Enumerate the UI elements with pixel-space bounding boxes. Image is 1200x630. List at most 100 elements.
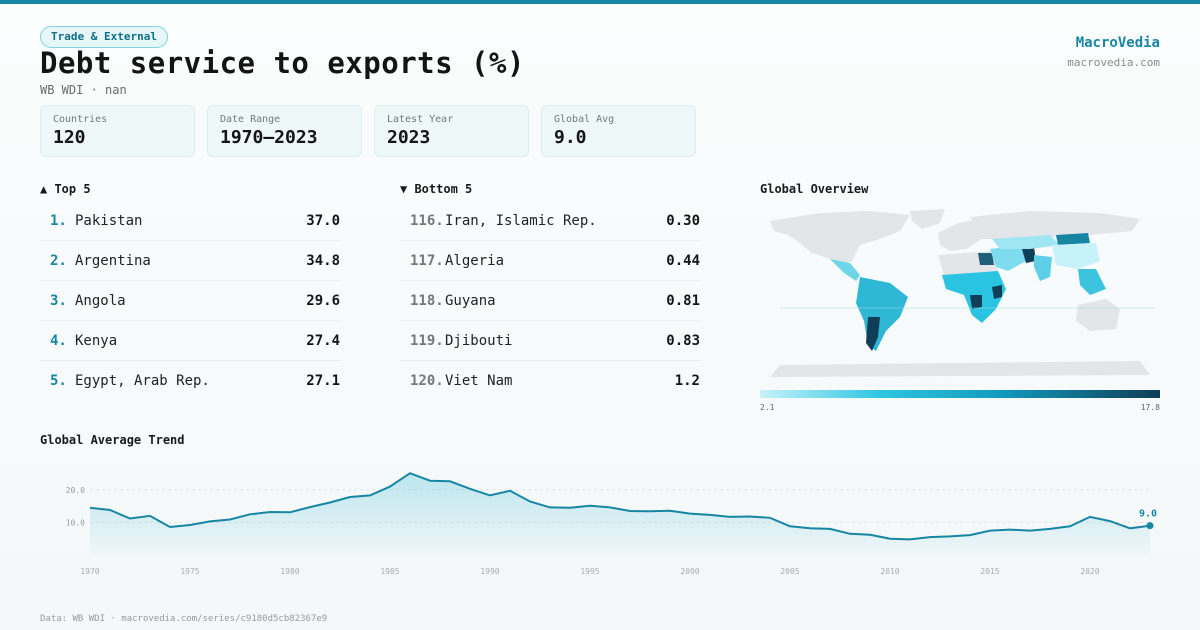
south-asia-shape[interactable] xyxy=(1034,255,1052,281)
x-tick-label: 1975 xyxy=(180,567,199,576)
country-name: Djibouti xyxy=(445,332,513,349)
country-value: 0.83 xyxy=(666,332,700,349)
antarctica-shape[interactable] xyxy=(770,361,1150,377)
country-value: 0.81 xyxy=(666,292,700,309)
country-value: 37.0 xyxy=(306,212,340,229)
list-item[interactable]: 4. Kenya 27.4 xyxy=(40,321,340,361)
stat-value: 2023 xyxy=(387,127,431,148)
country-value: 27.4 xyxy=(306,332,340,349)
trend-heading: Global Average Trend xyxy=(40,433,185,447)
trend-line xyxy=(89,472,1151,541)
x-tick-label: 2005 xyxy=(780,567,799,576)
country-value: 27.1 xyxy=(306,373,340,389)
central-america-shape[interactable] xyxy=(830,259,860,281)
stat-card-global-avg: Global Avg 9.0 xyxy=(541,105,696,157)
china-shape[interactable] xyxy=(1052,243,1100,269)
rank-number: 4. xyxy=(50,332,67,349)
australia-shape[interactable] xyxy=(1076,299,1120,331)
x-tick-label: 1970 xyxy=(80,567,99,576)
stats-row: Countries 120 Date Range 1970–2023 Lates… xyxy=(40,105,696,157)
bottom5-heading: ▼ Bottom 5 xyxy=(400,182,473,196)
russia-shape[interactable] xyxy=(970,211,1140,239)
category-badge[interactable]: Trade & External xyxy=(40,26,168,48)
country-name: Iran, Islamic Rep. xyxy=(445,212,597,229)
country-name: Argentina xyxy=(75,252,151,269)
list-item[interactable]: 2. Argentina 34.8 xyxy=(40,241,340,281)
x-tick-label: 2020 xyxy=(1080,567,1099,576)
x-tick-label: 2015 xyxy=(980,567,999,576)
angola-shape[interactable] xyxy=(970,295,982,309)
rank-number: 120. xyxy=(410,373,444,389)
kenya-shape[interactable] xyxy=(992,285,1002,299)
trend-end-point[interactable] xyxy=(1146,522,1154,530)
list-item[interactable]: 3. Angola 29.6 xyxy=(40,281,340,321)
list-item[interactable]: 120. Viet Nam 1.2 xyxy=(400,361,700,401)
color-scale-bar xyxy=(760,390,1160,398)
top-accent-bar xyxy=(0,0,1200,4)
x-tick-label: 1990 xyxy=(480,567,499,576)
stat-card-countries: Countries 120 xyxy=(40,105,195,157)
rank-number: 118. xyxy=(410,292,444,309)
scale-max-label: 17.8 xyxy=(1140,403,1160,412)
list-item[interactable]: 118. Guyana 0.81 xyxy=(400,281,700,321)
list-item[interactable]: 116. Iran, Islamic Rep. 0.30 xyxy=(400,201,700,241)
country-name: Guyana xyxy=(445,292,496,309)
page-subtitle: WB WDI · nan xyxy=(40,83,127,97)
europe-shape[interactable] xyxy=(938,219,982,251)
global-average-trend-chart[interactable]: 10.0 20.0 9.0 1970 1975 1980 1985 1990 1995 200… xyxy=(40,455,1170,580)
argentina-shape[interactable] xyxy=(866,317,880,351)
stat-value: 1970–2023 xyxy=(220,127,318,148)
country-name: Egypt, Arab Rep. xyxy=(75,373,210,389)
stat-label: Countries xyxy=(53,114,108,125)
top5-heading: ▲ Top 5 xyxy=(40,182,91,196)
x-tick-label: 2010 xyxy=(880,567,899,576)
rank-number: 1. xyxy=(50,212,67,229)
country-name: Pakistan xyxy=(75,212,143,229)
stat-label: Global Avg xyxy=(554,114,615,125)
bottom5-list: 116. Iran, Islamic Rep. 0.30 117. Algeria 0.… xyxy=(400,201,700,401)
country-value: 0.30 xyxy=(666,212,700,229)
list-item[interactable]: 1. Pakistan 37.0 xyxy=(40,201,340,241)
greenland-shape[interactable] xyxy=(910,209,945,229)
trend-end-label: 9.0 xyxy=(1139,509,1157,520)
y-tick-label: 10.0 xyxy=(66,518,85,527)
list-item[interactable]: 119. Djibouti 0.83 xyxy=(400,321,700,361)
rank-number: 117. xyxy=(410,252,444,269)
egypt-shape[interactable] xyxy=(978,253,994,265)
country-value: 29.6 xyxy=(306,292,340,309)
central-asia-shape[interactable] xyxy=(992,235,1060,249)
y-tick-label: 20.0 xyxy=(66,486,85,495)
list-item[interactable]: 117. Algeria 0.44 xyxy=(400,241,700,281)
country-value: 0.44 xyxy=(666,252,700,269)
stat-value: 9.0 xyxy=(554,127,587,148)
footer-source[interactable]: Data: WB WDI · macrovedia.com/series/c91… xyxy=(40,614,328,624)
x-tick-label: 1980 xyxy=(280,567,299,576)
north-america-shape[interactable] xyxy=(770,211,910,267)
trend-area-fill xyxy=(90,473,1150,555)
stat-value: 120 xyxy=(53,127,86,148)
stat-label: Date Range xyxy=(220,114,281,125)
x-tick-label: 1985 xyxy=(380,567,399,576)
stat-card-date-range: Date Range 1970–2023 xyxy=(207,105,362,157)
scale-min-label: 2.1 xyxy=(760,403,775,412)
brand-logo[interactable]: MacroVedia xyxy=(1075,35,1160,51)
southeast-asia-shape[interactable] xyxy=(1078,269,1106,295)
rank-number: 119. xyxy=(410,332,444,349)
x-tick-label: 1995 xyxy=(580,567,599,576)
world-choropleth-map[interactable] xyxy=(760,205,1160,385)
brand-url[interactable]: macrovedia.com xyxy=(1067,56,1160,69)
map-heading: Global Overview xyxy=(760,182,869,196)
country-name: Angola xyxy=(75,292,126,309)
rank-number: 116. xyxy=(410,212,444,229)
south-america-shape[interactable] xyxy=(856,277,908,351)
stat-card-latest-year: Latest Year 2023 xyxy=(374,105,529,157)
list-item[interactable]: 5. Egypt, Arab Rep. 27.1 xyxy=(40,361,340,401)
pakistan-shape[interactable] xyxy=(1022,247,1036,263)
rank-number: 3. xyxy=(50,292,67,309)
middle-east-shape[interactable] xyxy=(990,245,1026,271)
page-title: Debt service to exports (%) xyxy=(40,46,525,80)
mongolia-shape[interactable] xyxy=(1056,233,1090,245)
country-value: 1.2 xyxy=(674,373,700,389)
top5-list: 1. Pakistan 37.0 2. Argentina 34.8 3. Angola 2… xyxy=(40,201,340,401)
rank-number: 2. xyxy=(50,252,67,269)
